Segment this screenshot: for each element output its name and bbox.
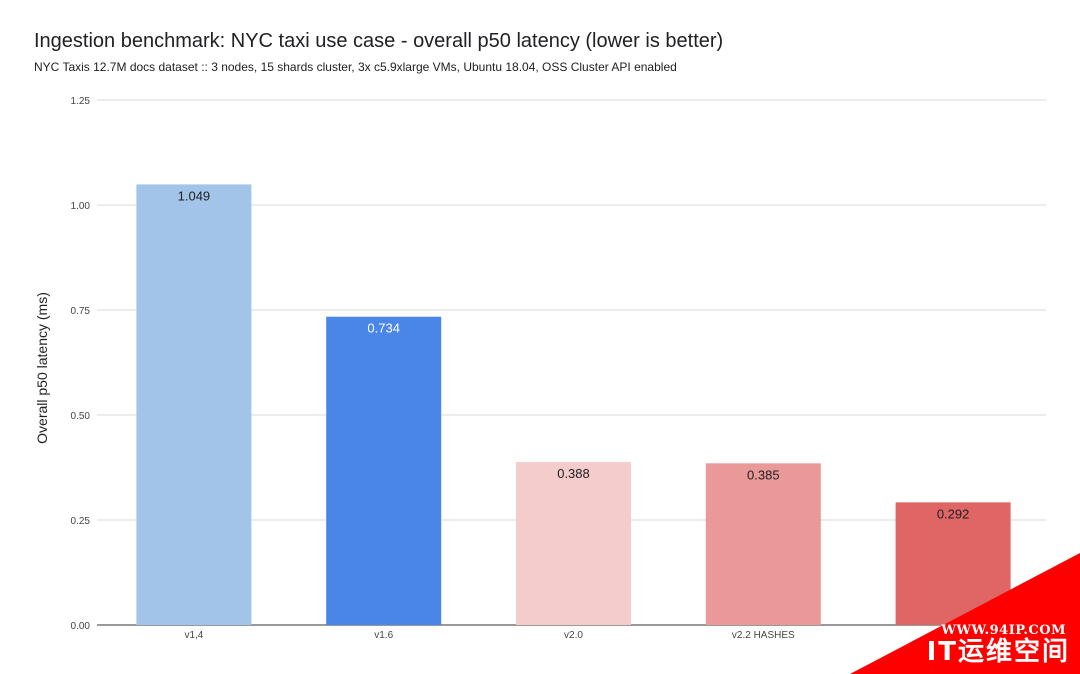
data-label: 0.734 xyxy=(367,321,400,336)
bar xyxy=(516,462,631,625)
x-tick-label: v1,4 xyxy=(184,630,203,641)
data-label: 1.049 xyxy=(178,188,211,203)
y-tick-label: 0.25 xyxy=(71,516,91,527)
y-tick-label: 0.75 xyxy=(71,306,91,317)
chart-subtitle: NYC Taxis 12.7M docs dataset :: 3 nodes,… xyxy=(34,60,677,74)
data-label: 0.385 xyxy=(747,467,780,482)
y-tick-label: 1.00 xyxy=(71,201,91,212)
bar xyxy=(705,463,821,625)
x-tick-label: v2.0 xyxy=(564,630,583,641)
x-tick-label: v2.2 HASHES xyxy=(732,630,795,641)
y-tick-label: 1.25 xyxy=(71,96,91,107)
data-label: 0.388 xyxy=(557,466,590,481)
x-tick-label: v1.6 xyxy=(374,630,393,641)
chart-title: Ingestion benchmark: NYC taxi use case -… xyxy=(34,30,724,52)
y-tick-label: 0.00 xyxy=(71,621,91,632)
data-label: 0.292 xyxy=(937,506,970,521)
watermark-url: WWW.94IP.COM xyxy=(941,623,1066,638)
bar xyxy=(136,184,252,626)
y-tick-label: 0.50 xyxy=(71,411,91,422)
watermark-name: IT运维空间 xyxy=(926,637,1070,667)
bar xyxy=(326,316,442,625)
